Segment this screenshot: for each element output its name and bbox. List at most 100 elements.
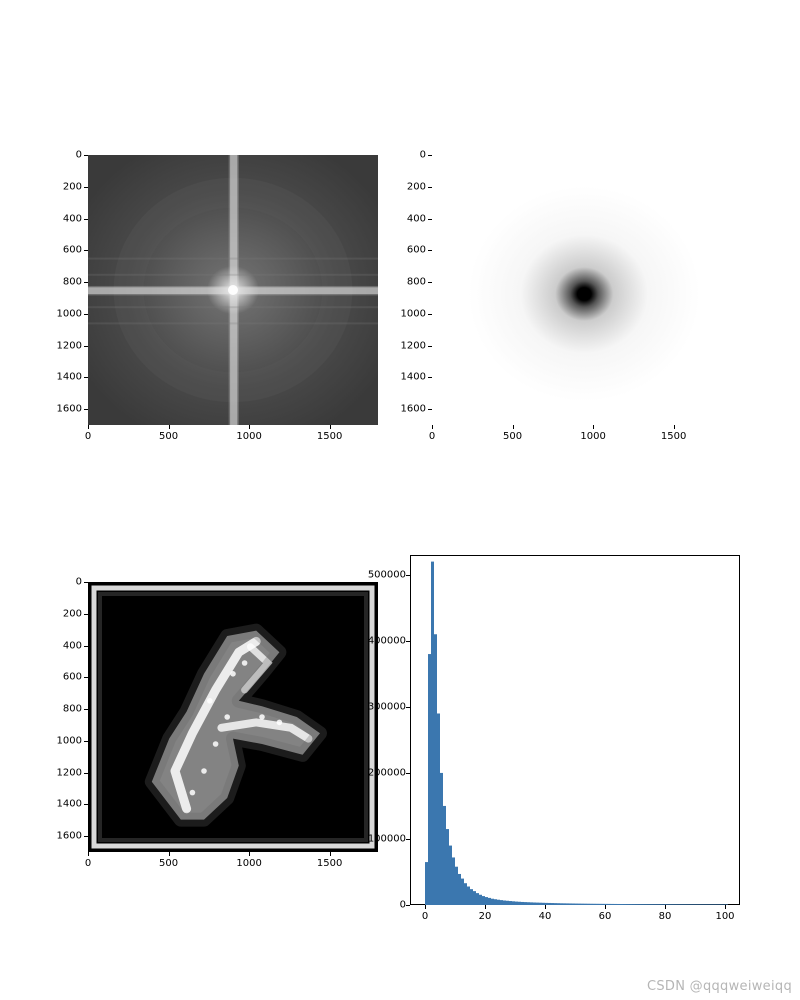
ytick-label: 200 <box>50 181 82 192</box>
ytick-label: 600 <box>394 245 426 256</box>
ytick-mark <box>84 836 88 837</box>
ytick-mark <box>84 646 88 647</box>
ytick-mark <box>406 641 410 642</box>
xtick-label: 1500 <box>661 431 686 442</box>
xtick-mark <box>513 425 514 429</box>
ytick-label: 800 <box>50 704 82 715</box>
ytick-mark <box>84 282 88 283</box>
filtered-spatial-image <box>88 582 378 852</box>
ytick-mark <box>428 377 432 378</box>
ytick-mark <box>84 804 88 805</box>
ytick-label: 1200 <box>50 340 82 351</box>
filter-mask-image <box>432 155 722 425</box>
ytick-mark <box>84 187 88 188</box>
ytick-label: 1000 <box>50 735 82 746</box>
ytick-mark <box>428 314 432 315</box>
ytick-label: 500000 <box>356 569 406 580</box>
ytick-label: 1000 <box>50 308 82 319</box>
ytick-mark <box>84 582 88 583</box>
ytick-mark <box>428 346 432 347</box>
xtick-mark <box>88 425 89 429</box>
xtick-label: 0 <box>422 911 428 922</box>
ytick-label: 1000 <box>394 308 426 319</box>
xtick-label: 40 <box>539 911 552 922</box>
xtick-mark <box>330 425 331 429</box>
xtick-mark <box>605 905 606 909</box>
xtick-label: 1000 <box>236 431 261 442</box>
ytick-mark <box>428 219 432 220</box>
ytick-label: 400 <box>394 213 426 224</box>
ytick-label: 0 <box>394 150 426 161</box>
xtick-mark <box>169 852 170 856</box>
xtick-mark <box>249 425 250 429</box>
xtick-label: 1000 <box>236 858 261 869</box>
xtick-label: 500 <box>159 431 178 442</box>
ytick-mark <box>428 187 432 188</box>
ytick-mark <box>84 741 88 742</box>
xtick-label: 80 <box>659 911 672 922</box>
ytick-label: 0 <box>50 577 82 588</box>
xtick-label: 60 <box>599 911 612 922</box>
ytick-mark <box>406 773 410 774</box>
ytick-label: 0 <box>50 150 82 161</box>
ytick-label: 0 <box>356 900 406 911</box>
ytick-mark <box>84 409 88 410</box>
xtick-label: 0 <box>429 431 435 442</box>
xtick-mark <box>88 852 89 856</box>
ytick-label: 400 <box>50 213 82 224</box>
ytick-label: 600 <box>50 245 82 256</box>
ytick-mark <box>428 282 432 283</box>
ytick-mark <box>406 707 410 708</box>
xtick-label: 500 <box>159 858 178 869</box>
ytick-mark <box>84 314 88 315</box>
watermark-text: CSDN @qqqweiweiqq <box>647 979 792 994</box>
ytick-label: 1600 <box>50 831 82 842</box>
ytick-mark <box>84 709 88 710</box>
fft-spectrum-image <box>88 155 378 425</box>
xtick-label: 20 <box>479 911 492 922</box>
ytick-mark <box>428 409 432 410</box>
ytick-label: 600 <box>50 672 82 683</box>
ytick-mark <box>84 155 88 156</box>
histogram-plot <box>410 555 740 905</box>
xtick-mark <box>432 425 433 429</box>
ytick-label: 100000 <box>356 833 406 844</box>
xtick-mark <box>425 905 426 909</box>
ytick-mark <box>84 219 88 220</box>
ytick-mark <box>428 155 432 156</box>
xtick-mark <box>674 425 675 429</box>
xtick-label: 500 <box>503 431 522 442</box>
ytick-label: 800 <box>50 277 82 288</box>
ytick-mark <box>84 614 88 615</box>
ytick-mark <box>406 905 410 906</box>
ytick-mark <box>84 346 88 347</box>
ytick-mark <box>406 575 410 576</box>
ytick-label: 200 <box>394 181 426 192</box>
ytick-mark <box>406 839 410 840</box>
ytick-label: 1400 <box>50 799 82 810</box>
xtick-label: 1500 <box>317 431 342 442</box>
ytick-mark <box>84 377 88 378</box>
ytick-label: 200 <box>50 608 82 619</box>
ytick-mark <box>428 250 432 251</box>
xtick-label: 1500 <box>317 858 342 869</box>
ytick-label: 1600 <box>50 404 82 415</box>
xtick-mark <box>249 852 250 856</box>
xtick-label: 0 <box>85 431 91 442</box>
xtick-mark <box>725 905 726 909</box>
ytick-mark <box>84 773 88 774</box>
ytick-label: 1400 <box>394 372 426 383</box>
xtick-label: 0 <box>85 858 91 869</box>
ytick-label: 300000 <box>356 701 406 712</box>
ytick-label: 800 <box>394 277 426 288</box>
xtick-mark <box>330 852 331 856</box>
ytick-label: 1200 <box>394 340 426 351</box>
xtick-mark <box>593 425 594 429</box>
xtick-mark <box>545 905 546 909</box>
figure: CSDN @qqqweiweiqq 0500100015000200400600… <box>0 0 800 1000</box>
xtick-mark <box>169 425 170 429</box>
ytick-label: 1400 <box>50 372 82 383</box>
xtick-mark <box>485 905 486 909</box>
ytick-label: 200000 <box>356 767 406 778</box>
ytick-label: 1600 <box>394 404 426 415</box>
